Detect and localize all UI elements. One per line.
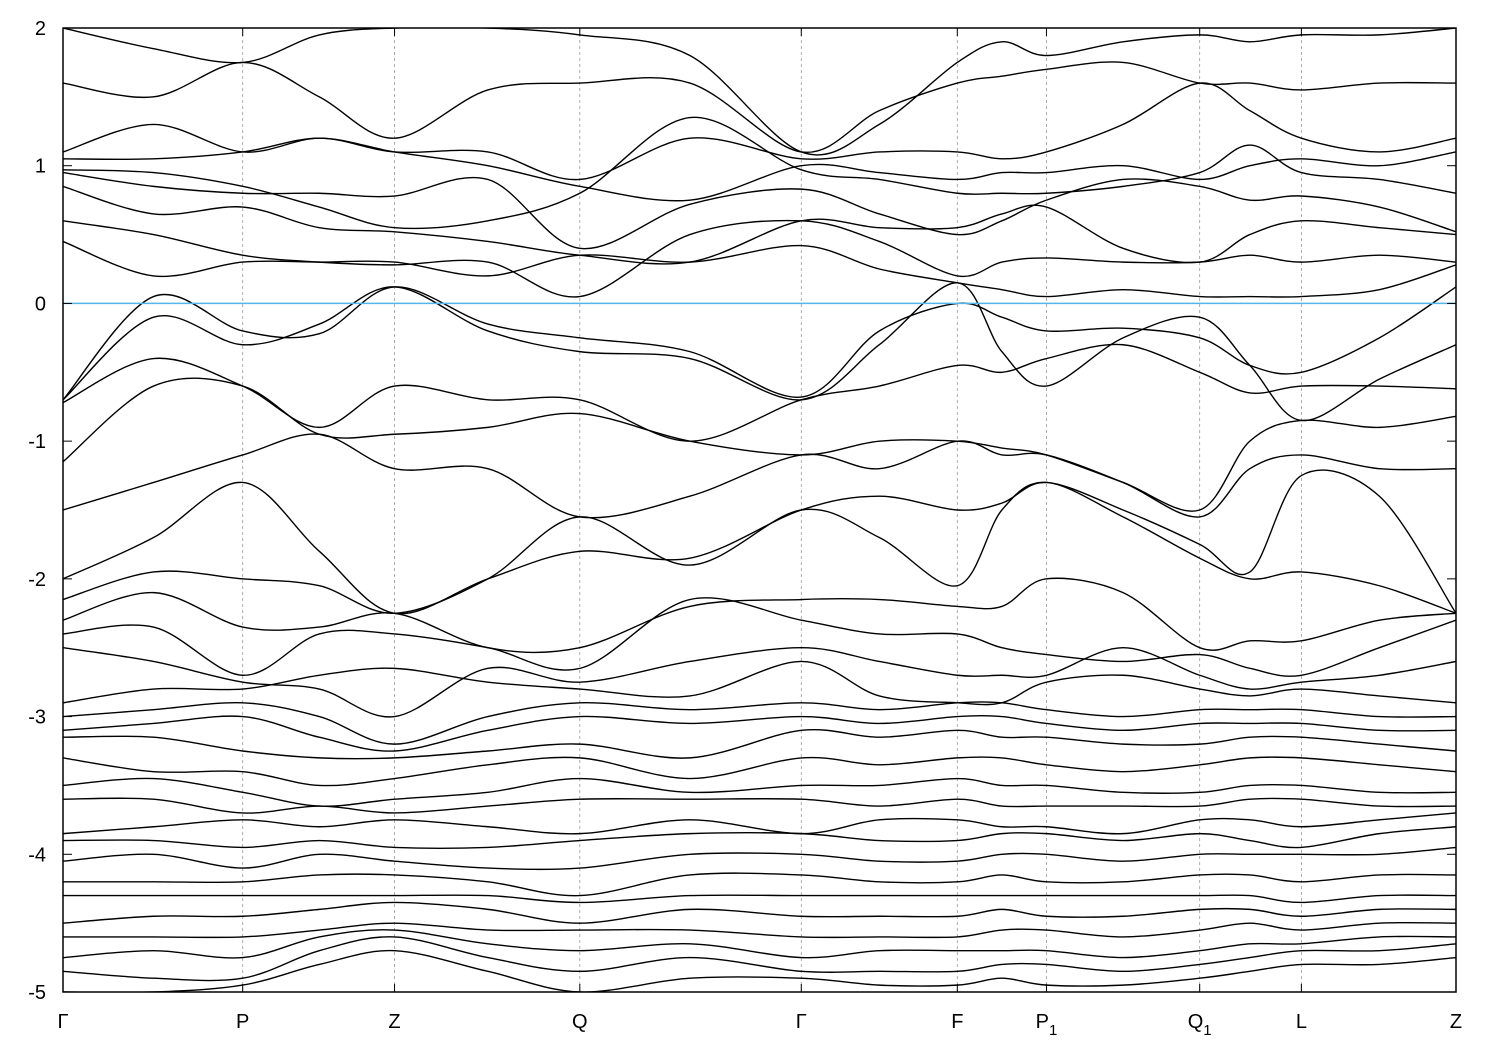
band-line [63, 647, 1456, 718]
y-tick-label: -3 [28, 707, 46, 729]
band-line [63, 728, 1456, 760]
band-line [63, 137, 1456, 202]
band-line [63, 343, 1456, 442]
band-line [63, 894, 1456, 904]
x-tick-label: Q [572, 1011, 588, 1033]
band-line [63, 219, 1456, 298]
y-tick-label: -4 [28, 844, 46, 866]
band-line [63, 901, 1456, 924]
x-tick-label: Γ [57, 1011, 68, 1033]
bands [63, 28, 1456, 992]
band-line [63, 797, 1456, 814]
y-axis: 2 1 0 -1 -2 -3 -4 -5 [28, 18, 1456, 1004]
band-line [63, 826, 1456, 849]
band-line [63, 469, 1456, 615]
band-line [63, 171, 1456, 250]
y-tick-label: -2 [28, 569, 46, 591]
band-line [63, 660, 1456, 706]
y-tick-label: 2 [35, 18, 46, 40]
x-tick-label: Γ [796, 1011, 807, 1033]
band-line [63, 812, 1456, 835]
band-line [63, 846, 1456, 871]
x-tick-label: P1 [1036, 1011, 1058, 1039]
y-tick-label: 1 [35, 156, 46, 178]
band-line [63, 597, 1456, 677]
band-line [63, 756, 1456, 787]
band-line [63, 433, 1456, 519]
band-line [63, 286, 1456, 401]
band-line [63, 240, 1456, 298]
x-axis: Γ P Z Q Γ F P1 Q1 L Z [57, 28, 1462, 1039]
band-line [63, 61, 1456, 153]
band-line [63, 28, 1456, 156]
x-tick-label: P [236, 1011, 249, 1033]
x-tick-label: Z [1450, 1011, 1462, 1033]
band-line [63, 481, 1456, 614]
plot-frame [62, 27, 1457, 993]
band-line [63, 949, 1456, 992]
x-tick-label: F [951, 1011, 963, 1033]
band-line [63, 577, 1456, 654]
band-line [63, 116, 1456, 230]
band-line [63, 715, 1456, 752]
band-line [63, 701, 1456, 745]
band-line [63, 185, 1456, 265]
x-tick-label: Z [388, 1011, 400, 1033]
y-tick-label: -1 [28, 431, 46, 453]
x-tick-label: L [1296, 1011, 1307, 1033]
band-line [63, 921, 1456, 939]
band-line [63, 929, 1456, 959]
band-line [63, 872, 1456, 897]
x-tick-label: Q1 [1188, 1011, 1212, 1039]
band-line [63, 777, 1456, 807]
y-tick-label: -5 [28, 982, 46, 1004]
band-line [63, 82, 1456, 181]
band-line [63, 377, 1456, 512]
band-line [63, 936, 1456, 982]
y-tick-label: 0 [35, 293, 46, 315]
band-line [63, 282, 1456, 422]
